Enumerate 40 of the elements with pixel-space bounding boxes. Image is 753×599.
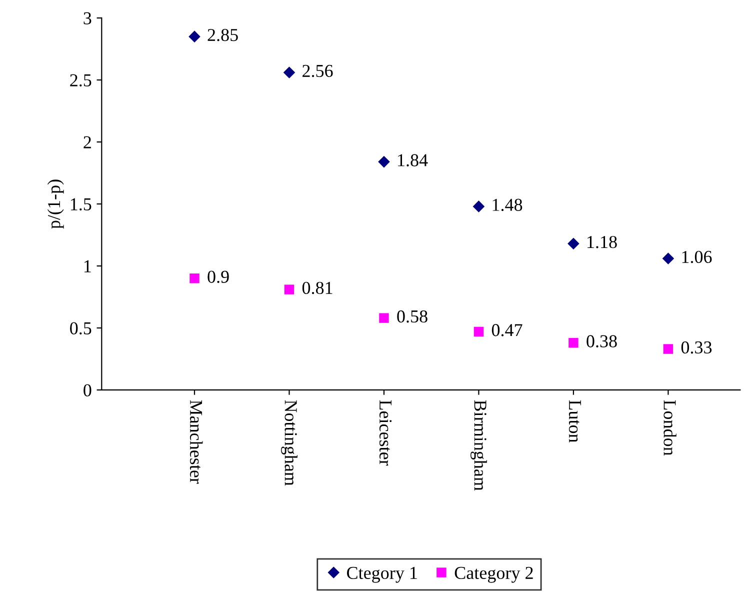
legend-label: Ctegory 1 (347, 566, 417, 583)
data-label: 1.18 (588, 236, 617, 248)
data-label: 0.38 (586, 335, 617, 348)
point (474, 326, 484, 337)
data-label: 2.85 (208, 28, 238, 42)
data-label: 0.58 (397, 310, 428, 323)
data-label: 0.81 (302, 282, 332, 294)
x-tick-label: Leicester (379, 400, 392, 466)
legend-label: Category 2 (454, 566, 533, 583)
y-tick-label: 1.5 (70, 198, 92, 210)
y-tick-label: 3 (84, 12, 92, 24)
point (663, 344, 674, 354)
x-tick-label: Luton (568, 400, 581, 443)
data-label: 1.48 (492, 198, 522, 212)
point (378, 156, 390, 168)
point (662, 252, 674, 264)
data-label: 0.33 (681, 341, 712, 354)
point (284, 284, 294, 294)
y-tick-label: 0.5 (70, 322, 92, 334)
data-label: 1.84 (398, 154, 428, 166)
y-tick-label: 1 (84, 260, 91, 272)
data-label: 0.47 (492, 324, 522, 336)
point (190, 273, 200, 284)
y-axis-title: p/(1-p) (47, 180, 64, 229)
data-label: 1.06 (682, 250, 712, 264)
x-tick-label: Manchester (190, 400, 203, 484)
point (568, 338, 578, 348)
x-tick-label: Nottingham (281, 400, 298, 486)
data-label: 0.9 (208, 270, 229, 283)
data-label: 2.56 (302, 64, 333, 78)
point (283, 66, 296, 78)
y-tick-label: 0 (84, 384, 92, 396)
point (472, 200, 485, 212)
point (188, 30, 200, 42)
x-tick-label: Birmingham (470, 400, 487, 491)
y-tick-label: 2.5 (70, 74, 92, 86)
point (568, 238, 580, 250)
y-tick-label: 2 (84, 136, 91, 148)
point (379, 313, 389, 323)
x-tick-label: London (664, 400, 676, 456)
